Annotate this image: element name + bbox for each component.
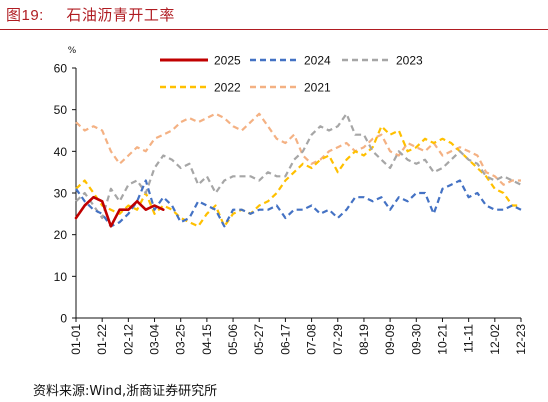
figure-label: 图19: bbox=[6, 7, 44, 24]
chart-area: % 0 10 20 30 40 50 60 01-01 01-22 02-12 03-04 03-2… bbox=[0, 36, 548, 376]
source-note: 资料来源:Wind,浙商证券研究所 bbox=[33, 384, 218, 399]
figure-title-text: 石油沥青开工率 bbox=[66, 6, 175, 24]
x-tick-label: 06-17 bbox=[278, 324, 292, 355]
series-line-2024 bbox=[75, 179, 522, 228]
x-tick-label: 03-04 bbox=[148, 324, 162, 355]
x-tick-label: 12-02 bbox=[488, 324, 502, 355]
figure-title: 图19: 石油沥青开工率 bbox=[6, 4, 175, 25]
series-line-2025 bbox=[74, 195, 165, 228]
y-tick-label: 20 bbox=[54, 228, 68, 242]
series-line-2022 bbox=[75, 125, 521, 228]
y-tick-label: 30 bbox=[54, 187, 68, 201]
title-divider bbox=[0, 29, 548, 30]
x-tick-label: 07-08 bbox=[305, 324, 319, 355]
x-tick-label: 09-09 bbox=[383, 324, 397, 355]
series-line-2023 bbox=[75, 112, 522, 220]
x-tick-label: 05-27 bbox=[252, 324, 266, 355]
y-axis-ticks: 0 10 20 30 40 50 60 bbox=[54, 62, 76, 326]
x-tick-label: 08-19 bbox=[357, 324, 371, 355]
line-chart: % 0 10 20 30 40 50 60 01-01 01-22 02-12 03-04 03-2… bbox=[54, 46, 528, 355]
x-tick-label: 03-25 bbox=[174, 324, 188, 355]
series-line-2021 bbox=[75, 112, 521, 186]
y-unit-label: % bbox=[68, 46, 77, 56]
x-tick-label: 11-11 bbox=[462, 324, 476, 353]
y-tick-label: 40 bbox=[54, 145, 68, 159]
x-tick-label: 12-23 bbox=[514, 324, 528, 355]
y-tick-label: 10 bbox=[54, 270, 68, 284]
legend-label-2023: 2023 bbox=[396, 54, 423, 68]
legend-label-2025: 2025 bbox=[214, 54, 241, 68]
y-tick-label: 60 bbox=[54, 62, 68, 76]
x-tick-label: 09-30 bbox=[409, 324, 423, 355]
y-tick-label: 0 bbox=[60, 312, 67, 326]
x-tick-label: 04-15 bbox=[200, 324, 214, 355]
x-axis-ticks: 01-01 01-22 02-12 03-04 03-25 04-15 05-06 05-27… bbox=[69, 318, 528, 355]
legend-label-2024: 2024 bbox=[304, 54, 331, 68]
y-tick-label: 50 bbox=[54, 103, 68, 117]
x-tick-label: 05-06 bbox=[226, 324, 240, 355]
x-tick-label: 07-29 bbox=[331, 324, 345, 355]
x-tick-label: 10-21 bbox=[435, 324, 449, 355]
x-tick-label: 01-01 bbox=[69, 324, 83, 355]
series-lines bbox=[74, 112, 522, 228]
x-tick-label: 02-12 bbox=[121, 324, 135, 355]
x-tick-label: 01-22 bbox=[95, 324, 109, 355]
legend: 2025 2024 2023 2022 2021 bbox=[160, 54, 423, 95]
legend-label-2021: 2021 bbox=[304, 81, 331, 95]
legend-label-2022: 2022 bbox=[214, 81, 241, 95]
